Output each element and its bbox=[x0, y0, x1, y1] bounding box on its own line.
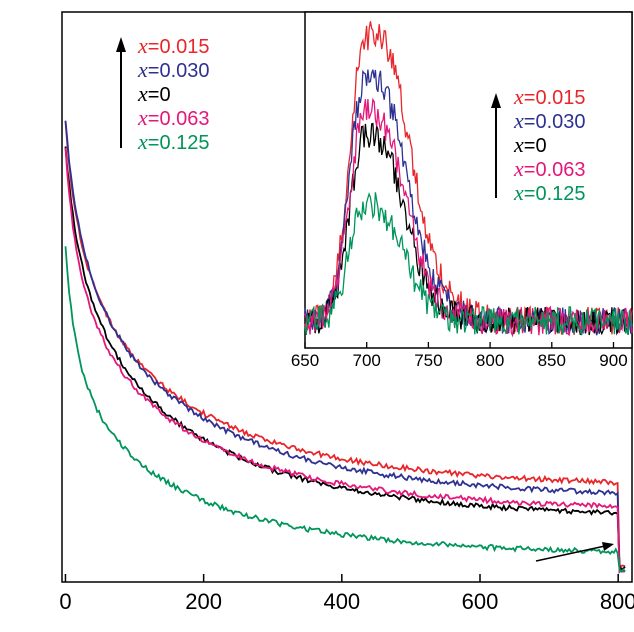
inset-x-axis: 650 700 750 800 850 900 bbox=[291, 342, 628, 370]
inset-series-x=0.125 bbox=[304, 192, 633, 336]
main-series-x=0.063 bbox=[64, 148, 626, 573]
inset-series-group bbox=[304, 21, 633, 338]
inset-legend-entry: x=0 bbox=[513, 132, 547, 157]
inset-series-x=0.063 bbox=[304, 97, 633, 338]
main-series-group bbox=[64, 120, 626, 575]
main-series-x=0.030 bbox=[64, 120, 626, 575]
inset-x-tick-label: 700 bbox=[353, 351, 381, 370]
main-x-tick-label: 0 bbox=[59, 589, 71, 614]
main-legend-entry: x=0.015 bbox=[137, 33, 210, 58]
background-pointer-arrowhead bbox=[602, 542, 614, 551]
main-x-tick-label: 600 bbox=[462, 589, 499, 614]
main-x-tick-label: 200 bbox=[185, 589, 222, 614]
inset-legend-entry: x=0.125 bbox=[513, 180, 586, 205]
inset-x-tick-label: 850 bbox=[538, 351, 566, 370]
main-x-tick-label: 800 bbox=[600, 589, 634, 614]
inset-legend-entry: x=0.030 bbox=[513, 108, 586, 133]
inset-legend-entry: x=0.015 bbox=[513, 84, 586, 109]
main-legend-entry: x=0 bbox=[137, 81, 171, 106]
inset-x-tick-label: 800 bbox=[476, 351, 504, 370]
inset-legend-arrowhead bbox=[491, 93, 501, 108]
main-legend-arrowhead bbox=[116, 37, 126, 52]
main-x-axis: 0 200 400 600 800 bbox=[59, 574, 634, 614]
main-series-x=0 bbox=[64, 146, 626, 571]
main-legend-entry: x=0.030 bbox=[137, 57, 210, 82]
inset-plot-frame bbox=[304, 11, 633, 349]
main-legend-entry: x=0.125 bbox=[137, 129, 210, 154]
main-legend-entry: x=0.063 bbox=[137, 105, 210, 130]
inset-legend-entry: x=0.063 bbox=[513, 156, 586, 181]
inset-x-tick-label: 900 bbox=[599, 351, 627, 370]
background-pointer-line bbox=[535, 545, 606, 562]
inset-x-tick-label: 750 bbox=[414, 351, 442, 370]
main-x-tick-label: 400 bbox=[323, 589, 360, 614]
inset-x-tick-label: 650 bbox=[291, 351, 319, 370]
main-series-x=0.125 bbox=[64, 246, 626, 574]
